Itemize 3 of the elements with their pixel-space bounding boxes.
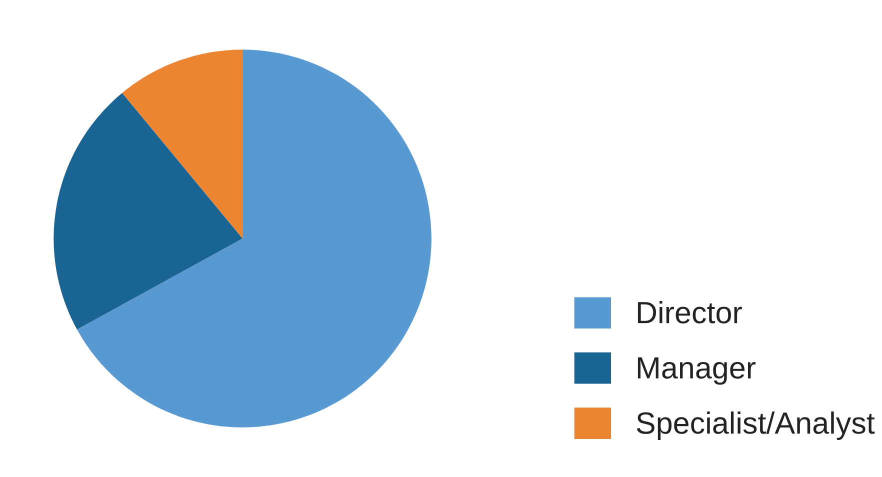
legend-label: Specialist/Analyst [636, 411, 875, 440]
legend-label: Director [638, 301, 742, 324]
legend-label: Manager [638, 357, 756, 385]
